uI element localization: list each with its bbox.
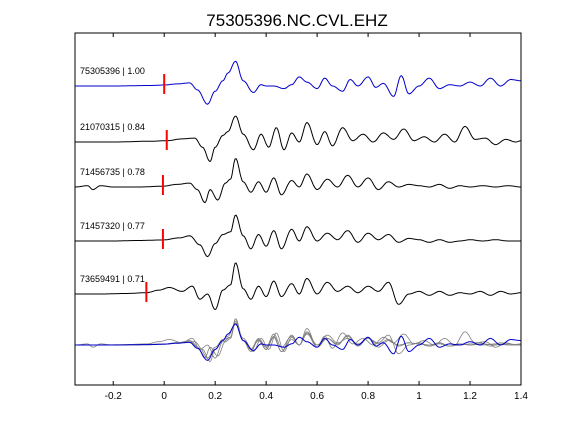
trace-label: 71456735 | 0.78 — [80, 167, 145, 177]
axes-box — [74, 32, 522, 386]
x-tick-label: 1.4 — [514, 391, 528, 402]
chart-title: 75305396.NC.CVL.EHZ — [206, 11, 387, 30]
x-tick-label: 0 — [161, 391, 167, 402]
x-tick-label: 0.2 — [208, 391, 222, 402]
stacked-overlay — [75, 318, 521, 362]
trace-label: 73659491 | 0.71 — [80, 274, 145, 284]
stacked-trace-line — [75, 323, 521, 361]
trace-line — [75, 158, 521, 204]
x-tick-label: 0.8 — [361, 391, 375, 402]
trace-line — [75, 60, 521, 105]
trace-line — [75, 262, 521, 310]
x-tick-label: 0.6 — [310, 391, 324, 402]
trace-label: 21070315 | 0.84 — [80, 122, 145, 132]
x-axis: -0.2 0 0.2 0.4 0.6 0.8 1 1.2 1.4 — [105, 33, 528, 402]
trace-group: 75305396 | 1.00 21070315 | 0.84 71456735 |… — [75, 60, 521, 310]
trace-line — [75, 115, 521, 162]
x-tick-label: 1.2 — [463, 391, 477, 402]
trace-line — [75, 214, 521, 258]
x-tick-label: 1 — [416, 391, 422, 402]
trace-label: 71457320 | 0.77 — [80, 221, 145, 231]
trace-label: 75305396 | 1.00 — [80, 66, 145, 76]
x-tick-label: 0.4 — [259, 391, 273, 402]
x-tick-label: -0.2 — [105, 391, 123, 402]
